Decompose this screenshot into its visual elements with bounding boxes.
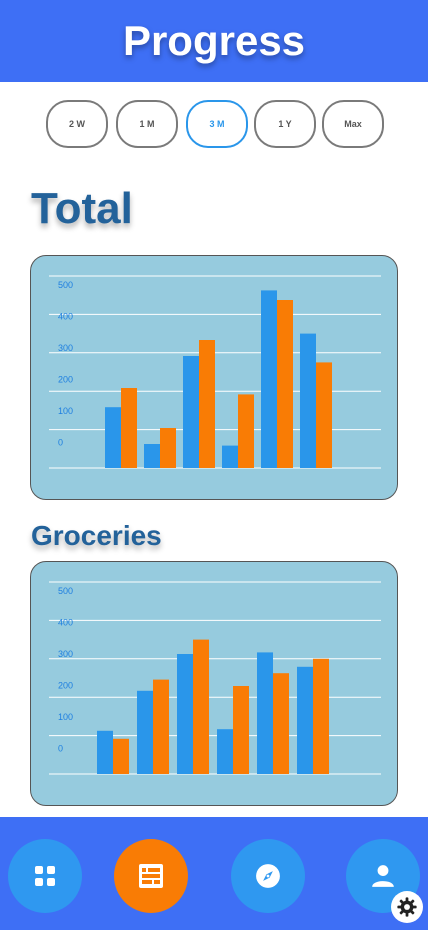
- bar-orange: [113, 738, 129, 774]
- bar-orange: [238, 394, 254, 468]
- bar-orange: [199, 340, 215, 468]
- apps-grid-icon: [35, 866, 55, 886]
- y-tick-label: 300: [58, 649, 73, 659]
- list-layout-icon: [139, 864, 163, 888]
- bar-orange: [160, 428, 176, 468]
- y-tick-label: 400: [58, 312, 73, 322]
- nav-apps-button[interactable]: [8, 839, 82, 913]
- y-tick-label: 400: [58, 618, 73, 628]
- y-tick-label: 100: [58, 406, 73, 416]
- compass-icon: [256, 864, 280, 888]
- y-tick-label: 500: [58, 280, 73, 290]
- range-max-button[interactable]: Max: [322, 100, 384, 148]
- bar-blue: [137, 690, 153, 774]
- y-tick-label: 200: [58, 681, 73, 691]
- range-1y-button[interactable]: 1 Y: [254, 100, 316, 148]
- y-tick-label: 500: [58, 586, 73, 596]
- person-icon: [372, 865, 394, 887]
- bar-blue: [222, 445, 238, 468]
- bar-orange: [273, 673, 289, 774]
- bar-orange: [233, 686, 249, 774]
- bar-orange: [277, 300, 293, 468]
- groceries-chart: 0 100 200 300 400 500: [30, 561, 398, 806]
- nav-progress-button[interactable]: [114, 839, 188, 913]
- range-selector: 2 W 1 M 3 M 1 Y Max: [0, 100, 428, 148]
- settings-button[interactable]: [391, 891, 423, 923]
- y-tick-label: 300: [58, 343, 73, 353]
- total-chart: 0 100 200 300 400 500: [30, 255, 398, 500]
- range-3m-button[interactable]: 3 M: [186, 100, 248, 148]
- bar-blue: [297, 666, 313, 774]
- bar-blue: [97, 730, 113, 774]
- total-chart-svg: 0 100 200 300 400 500: [49, 275, 381, 469]
- groceries-chart-svg: 0 100 200 300 400 500: [49, 581, 381, 775]
- y-tick-label: 0: [58, 744, 63, 754]
- bar-orange: [193, 639, 209, 774]
- bottom-nav: [0, 817, 428, 930]
- bar-orange: [316, 362, 332, 468]
- app-header: Progress: [0, 0, 428, 82]
- bar-blue: [177, 654, 193, 774]
- bar-blue: [217, 729, 233, 774]
- bar-orange: [121, 388, 137, 468]
- page-title: Progress: [122, 17, 306, 64]
- groceries-section-title: Groceries: [31, 520, 162, 551]
- y-tick-label: 100: [58, 712, 73, 722]
- y-tick-label: 200: [58, 375, 73, 385]
- bar-orange: [153, 679, 169, 774]
- bar-blue: [144, 444, 160, 468]
- range-2w-button[interactable]: 2 W: [46, 100, 108, 148]
- bar-blue: [183, 356, 199, 468]
- bar-blue: [257, 652, 273, 774]
- gear-icon: [397, 897, 417, 917]
- nav-explore-button[interactable]: [231, 839, 305, 913]
- bar-blue: [261, 290, 277, 468]
- bar-blue: [300, 333, 316, 468]
- bar-orange: [313, 658, 329, 774]
- range-1m-button[interactable]: 1 M: [116, 100, 178, 148]
- bar-blue: [105, 407, 121, 468]
- y-tick-label: 0: [58, 438, 63, 448]
- total-section-title: Total: [31, 184, 133, 233]
